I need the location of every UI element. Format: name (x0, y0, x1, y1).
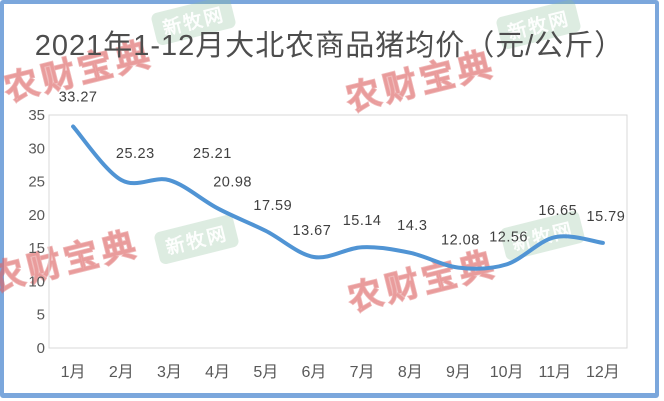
data-point-label: 17.59 (253, 198, 292, 214)
x-axis-month-label: 5月 (253, 364, 278, 381)
y-axis-tick-label: 15 (28, 240, 45, 257)
data-point-label: 33.27 (59, 90, 98, 106)
data-point-label: 25.21 (193, 146, 232, 162)
data-point-label: 12.08 (441, 233, 480, 249)
x-axis-month-label: 7月 (350, 364, 375, 381)
y-axis-tick-label: 30 (28, 140, 45, 157)
x-axis-month-label: 11月 (538, 364, 571, 381)
x-axis-month-label: 8月 (398, 364, 423, 381)
data-point-label: 15.79 (587, 209, 626, 225)
x-axis-month-label: 9月 (446, 364, 471, 381)
data-point-label: 14.3 (397, 218, 427, 234)
data-point-label: 15.14 (343, 213, 382, 229)
plot-area-border (48, 114, 628, 349)
y-axis-tick-label: 35 (28, 107, 45, 124)
chart-title: 2021年1-12月大北农商品猪均价（元/公斤） (34, 30, 625, 62)
y-axis-tick-label: 10 (28, 273, 45, 290)
data-point-label: 20.98 (213, 174, 252, 190)
x-axis-month-label: 3月 (157, 364, 182, 381)
y-axis-tick-label: 25 (28, 174, 45, 191)
y-axis-tick-label: 20 (28, 207, 45, 224)
x-axis-month-label: 10月 (490, 364, 524, 381)
data-point-label: 13.67 (293, 223, 332, 239)
x-axis-month-label: 6月 (301, 364, 326, 381)
data-point-label: 16.65 (538, 203, 577, 219)
x-axis-month-label: 4月 (205, 364, 230, 381)
x-axis-month-label: 1月 (61, 364, 86, 381)
y-axis-tick-label: 0 (37, 340, 45, 357)
y-axis-tick-label: 5 (37, 307, 45, 324)
data-point-label: 25.23 (116, 146, 155, 162)
x-axis-month-label: 2月 (109, 364, 134, 381)
data-point-label: 12.56 (489, 229, 528, 245)
price-line-series (71, 124, 605, 271)
x-axis-month-label: 12月 (586, 364, 620, 381)
